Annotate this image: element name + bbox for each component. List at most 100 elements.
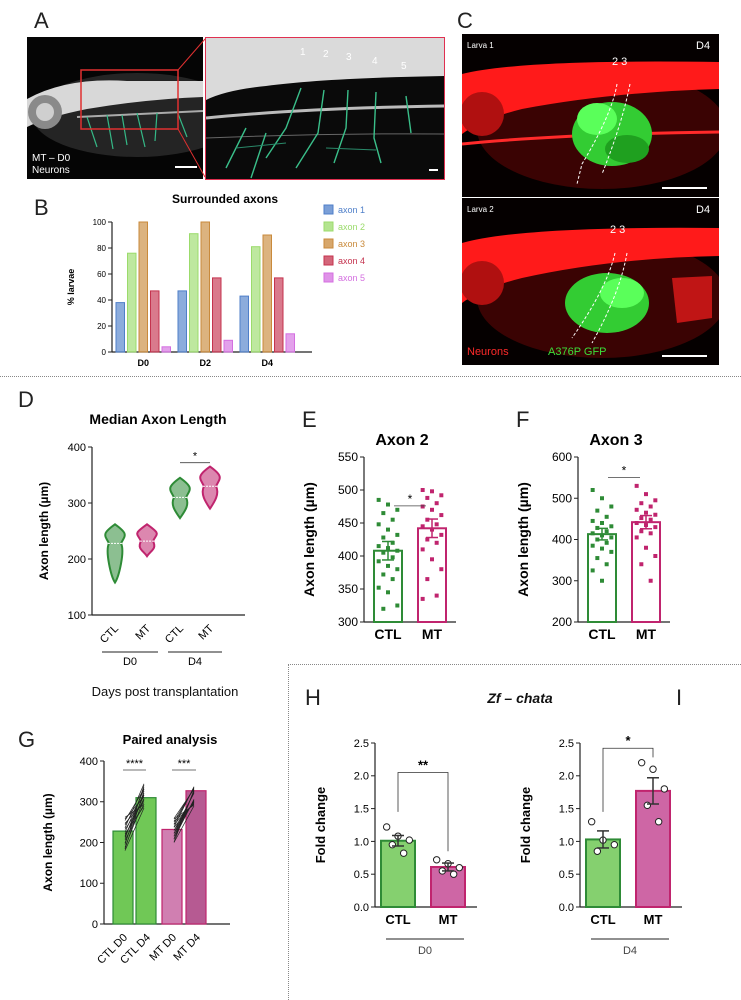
legend-swatch — [323, 255, 334, 266]
x-tick-label: CTL — [385, 912, 410, 927]
data-point — [660, 785, 669, 793]
data-point — [648, 531, 653, 536]
data-point — [381, 606, 386, 611]
panel-a-label-line2: Neurons — [32, 165, 70, 176]
y-tick-label: 2.0 — [354, 771, 369, 783]
larva-zoom-drawing — [206, 38, 444, 179]
y-tick-label: 500 — [338, 483, 358, 497]
axon-number-4: 4 — [372, 56, 378, 67]
chart-title: Median Axon Length — [89, 411, 226, 427]
y-axis-label: Axon length (µm) — [301, 482, 317, 597]
data-point — [649, 765, 657, 773]
bar-0 — [112, 830, 134, 925]
data-point — [381, 550, 386, 555]
data-point — [637, 758, 646, 767]
panel-letter-a: A — [34, 8, 49, 33]
data-point — [395, 532, 400, 537]
chart-title: Surrounded axons — [172, 192, 278, 206]
y-axis-label: Fold change — [313, 787, 328, 864]
panel-letter-c: C — [457, 8, 473, 33]
y-tick-label: 0.5 — [354, 869, 369, 881]
y-tick-label: 300 — [552, 574, 572, 588]
panel-letter-f: F — [516, 407, 530, 432]
violin-2 — [169, 476, 191, 520]
violin-3 — [199, 465, 221, 511]
data-point — [648, 578, 653, 583]
y-tick-label: 2.5 — [354, 738, 369, 750]
legend-swatch — [323, 221, 334, 232]
larva1-drawing — [462, 34, 719, 197]
bar-axon-3 — [200, 221, 210, 353]
bar-axon-1 — [239, 295, 249, 353]
data-point — [388, 840, 397, 849]
data-point — [644, 510, 648, 515]
data-point — [653, 512, 658, 517]
panel-a-overview-image: MT – D0 Neurons — [27, 37, 203, 179]
legend-label: axon 2 — [338, 222, 365, 232]
y-tick-label: 200 — [68, 554, 86, 566]
data-point — [381, 511, 386, 516]
y-tick-label: 0.0 — [559, 902, 574, 914]
group-label: D0 — [418, 945, 432, 957]
data-point — [639, 516, 644, 521]
data-point — [425, 495, 430, 500]
data-point — [434, 522, 439, 527]
y-tick-label: 400 — [338, 549, 358, 563]
data-point — [653, 525, 658, 530]
x-tick-label: D4 — [261, 358, 273, 368]
data-point — [653, 498, 658, 503]
bar-axon-2 — [127, 252, 137, 353]
data-point — [386, 527, 390, 532]
data-point — [399, 849, 408, 857]
x-tick-label: MT — [133, 622, 153, 642]
chart-title: Axon 2 — [375, 432, 428, 449]
y-tick-label: 600 — [552, 450, 572, 464]
data-point — [590, 568, 595, 573]
y-axis-label: Axon length (µm) — [37, 482, 51, 580]
data-point — [634, 483, 639, 488]
chart-axon-2: Axon 2 300 350 400 450 500 550 Axon length (µm)… — [301, 432, 456, 642]
panel-letter-e: E — [302, 407, 317, 432]
y-tick-label: 500 — [552, 491, 572, 505]
x-tick-label: MT — [196, 622, 216, 642]
y-tick-label: 100 — [93, 218, 107, 227]
significance-label: **** — [126, 758, 144, 770]
paired-line — [173, 786, 195, 828]
paired-line — [124, 807, 145, 851]
data-point — [420, 596, 425, 601]
bar-mt — [430, 865, 466, 908]
data-point — [439, 493, 444, 498]
chart-title: Paired analysis — [123, 732, 218, 747]
data-point — [610, 840, 619, 849]
x-tick-label: CTL — [163, 623, 186, 646]
paired-line — [124, 804, 145, 818]
legend-label: axon 4 — [338, 256, 365, 266]
violin-1 — [136, 523, 158, 559]
data-point — [430, 507, 434, 512]
data-point — [600, 546, 604, 551]
y-tick-label: 300 — [338, 615, 358, 629]
legend-label: axon 3 — [338, 239, 365, 249]
data-point — [439, 567, 444, 572]
axon-number-1: 1 — [300, 47, 306, 58]
significance-label: * — [625, 733, 631, 748]
data-point — [590, 488, 595, 492]
y-tick-label: 100 — [68, 610, 86, 622]
y-tick-label: 60 — [97, 270, 106, 279]
larva-overview-drawing — [27, 37, 203, 179]
data-point — [382, 823, 391, 831]
data-point — [590, 543, 595, 548]
bar-axon-3 — [262, 234, 272, 353]
panel-letter-g: G — [18, 727, 36, 752]
panel-a-label-line1: MT – D0 — [32, 153, 71, 164]
larva2-day-label: D4 — [696, 204, 711, 216]
x-tick-label: D0 — [137, 358, 149, 368]
data-point — [634, 507, 639, 512]
data-point — [395, 507, 400, 512]
data-point — [395, 548, 400, 553]
bar-mt — [417, 527, 447, 623]
data-point — [593, 847, 602, 855]
x-tick-label: CTL — [374, 626, 402, 642]
y-tick-label: 2.0 — [559, 771, 574, 783]
paired-line — [173, 799, 195, 839]
